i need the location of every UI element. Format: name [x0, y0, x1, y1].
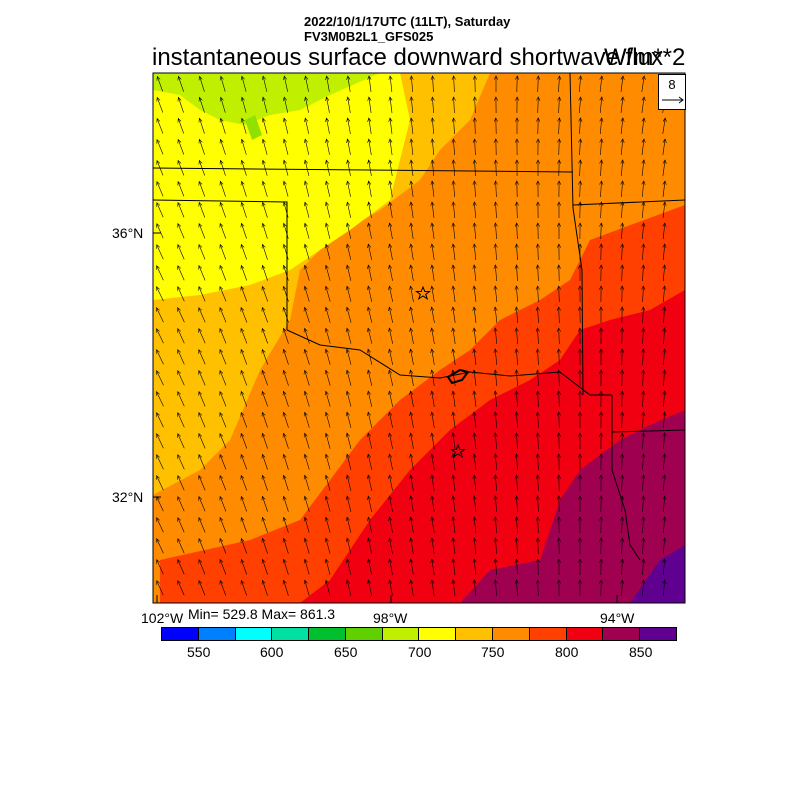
colorbar-tick-850: 850	[629, 644, 652, 660]
colorbar-swatch-1	[199, 628, 236, 640]
colorbar-swatch-0	[162, 628, 199, 640]
colorbar-tick-550: 550	[187, 644, 210, 660]
colorbar-swatch-7	[419, 628, 456, 640]
flux-field	[153, 73, 685, 603]
colorbar-swatch-9	[493, 628, 530, 640]
colorbar-swatch-13	[640, 628, 676, 640]
colorbar-swatch-8	[456, 628, 493, 640]
colorbar-tick-600: 600	[260, 644, 283, 660]
colorbar-swatch-6	[383, 628, 420, 640]
colorbar-swatch-3	[272, 628, 309, 640]
lon-label-98w: 98°W	[373, 610, 407, 626]
colorbar-tick-750: 750	[481, 644, 504, 660]
colorbar-swatch-10	[530, 628, 567, 640]
colorbar-swatch-11	[567, 628, 604, 640]
reference-vector-box: 8	[658, 74, 686, 110]
colorbar-swatch-12	[603, 628, 640, 640]
colorbar-tick-800: 800	[555, 644, 578, 660]
lon-label-94w: 94°W	[600, 610, 634, 626]
colorbar-tick-650: 650	[334, 644, 357, 660]
colorbar-swatch-2	[236, 628, 273, 640]
colorbar-swatch-5	[346, 628, 383, 640]
lat-label-32n: 32°N	[112, 489, 143, 505]
colorbar	[161, 627, 677, 641]
lat-label-36n: 36°N	[112, 225, 143, 241]
arrow-right-icon	[661, 93, 685, 107]
colorbar-swatch-4	[309, 628, 346, 640]
min-max-label: Min= 529.8 Max= 861.3	[188, 606, 335, 622]
colorbar-tick-700: 700	[408, 644, 431, 660]
lon-label-102w: 102°W	[141, 610, 183, 626]
reference-vector-value: 8	[659, 77, 685, 92]
